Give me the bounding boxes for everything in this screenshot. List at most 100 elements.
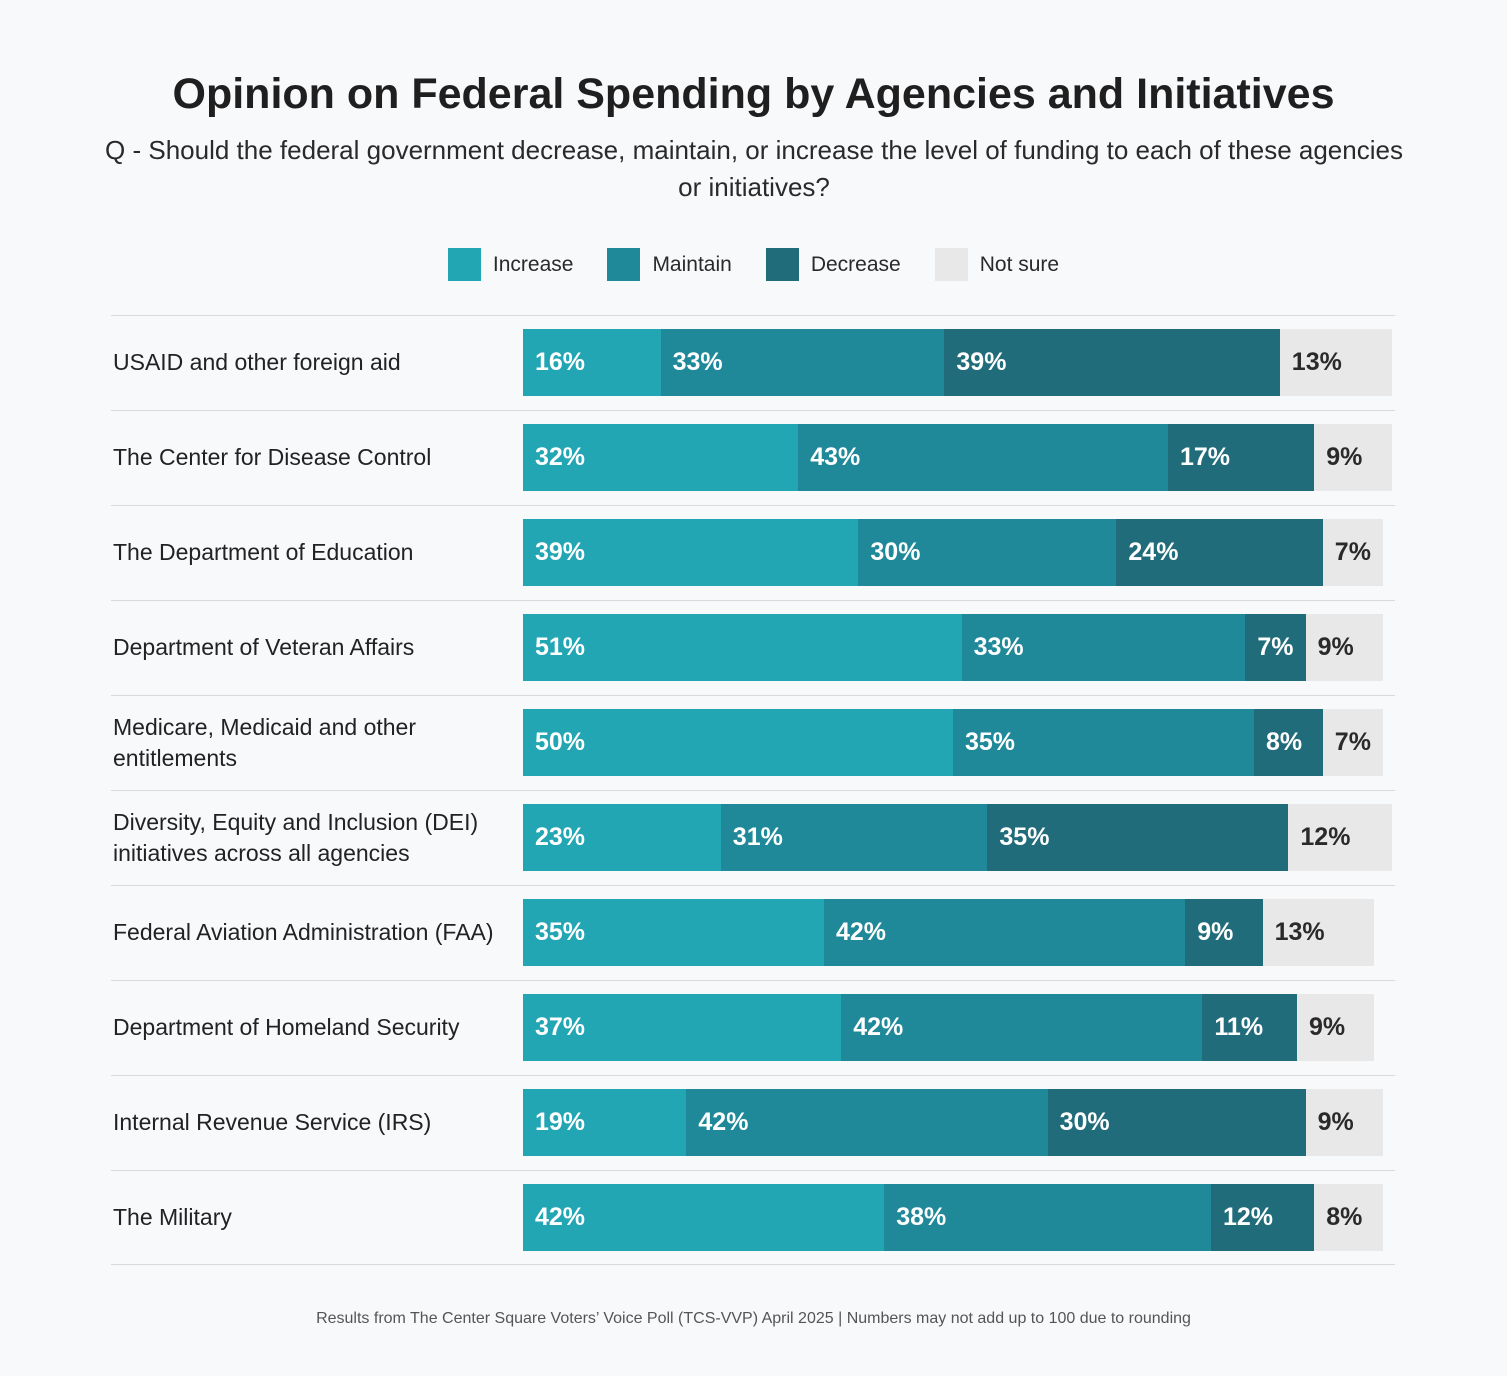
chart-subtitle: Q - Should the federal government decrea…	[105, 135, 1403, 202]
legend-label: Not sure	[979, 252, 1060, 276]
data-label: 11%	[1214, 1013, 1264, 1041]
row-divider	[111, 980, 1395, 981]
bar-segment-not-sure	[1297, 994, 1375, 1061]
bar-segment-increase	[523, 804, 721, 871]
data-label: 7%	[1334, 538, 1371, 566]
data-label: 51%	[535, 633, 586, 661]
bar-segment-not-sure	[1262, 899, 1375, 966]
data-label: 39%	[956, 348, 1007, 376]
data-label: 19%	[535, 1108, 586, 1136]
bar-segment-maintain	[953, 709, 1254, 776]
bar-segment-increase	[523, 424, 799, 491]
bar-segment-not-sure	[1288, 804, 1392, 871]
data-label: 9%	[1317, 1108, 1354, 1136]
data-label: 13%	[1274, 918, 1325, 946]
category-label: The Center for Disease Control	[113, 444, 432, 470]
data-label: 35%	[965, 728, 1016, 756]
category-label: Department of Homeland Security	[113, 1014, 460, 1040]
bar-segment-maintain	[961, 614, 1246, 681]
data-label: 23%	[535, 823, 586, 851]
category-label: The Department of Education	[113, 539, 414, 565]
category-label: Federal Aviation Administration (FAA)	[113, 919, 494, 945]
bar-segment-not-sure	[1322, 709, 1383, 776]
data-label: 50%	[535, 728, 586, 756]
data-label: 9%	[1317, 633, 1354, 661]
bar-segment-not-sure	[1314, 424, 1392, 491]
data-label: 24%	[1128, 538, 1179, 566]
data-label: 37%	[535, 1013, 586, 1041]
bar-segment-maintain	[824, 899, 1186, 966]
bar-segment-increase	[523, 519, 859, 586]
data-label: 32%	[535, 443, 586, 471]
bar-segment-decrease	[1245, 614, 1306, 681]
bar-segment-decrease	[1254, 709, 1323, 776]
category-label: Diversity, Equity and Inclusion (DEI) in…	[113, 808, 479, 866]
row-divider	[111, 410, 1395, 411]
legend-item: Decrease	[765, 248, 901, 281]
footer-note: Results from The Center Square Voters’ V…	[316, 1310, 1191, 1327]
legend-swatch	[607, 248, 641, 281]
data-label: 42%	[535, 1203, 586, 1231]
bar-segment-increase	[523, 1089, 687, 1156]
bar-segment-decrease	[1116, 519, 1323, 586]
legend-swatch	[447, 248, 481, 281]
row-divider	[111, 505, 1395, 506]
row-divider	[111, 1170, 1395, 1171]
data-label: 12%	[1223, 1203, 1274, 1231]
bar-segment-decrease	[1185, 899, 1263, 966]
data-label: 16%	[535, 348, 586, 376]
data-label: 38%	[896, 1203, 947, 1231]
bar-segment-not-sure	[1305, 614, 1383, 681]
legend-label: Maintain	[652, 252, 732, 276]
bar-segment-increase	[523, 899, 824, 966]
bar-segment-maintain	[841, 994, 1203, 1061]
category-label: The Military	[113, 1204, 232, 1230]
data-label: 12%	[1300, 823, 1351, 851]
category-label: USAID and other foreign aid	[113, 349, 401, 375]
data-label: 35%	[999, 823, 1050, 851]
legend-item: Increase	[447, 248, 573, 281]
data-label: 8%	[1326, 1203, 1363, 1231]
legend-swatch	[934, 248, 968, 281]
row-divider	[111, 885, 1395, 886]
data-label: 33%	[672, 348, 723, 376]
row-divider	[111, 600, 1395, 601]
bar-segment-decrease	[1202, 994, 1297, 1061]
data-label: 39%	[535, 538, 586, 566]
data-label: 17%	[1180, 443, 1231, 471]
bar-segment-decrease	[987, 804, 1289, 871]
bar-segment-increase	[523, 329, 661, 396]
data-label: 42%	[836, 918, 887, 946]
data-label: 9%	[1309, 1013, 1346, 1041]
bar-segment-not-sure	[1322, 519, 1383, 586]
bar-segment-maintain	[798, 424, 1168, 491]
row-divider	[111, 1075, 1395, 1076]
bar-segment-decrease	[1211, 1184, 1315, 1251]
data-label: 43%	[810, 443, 861, 471]
bar-segment-maintain	[720, 804, 988, 871]
chart-title: Opinion on Federal Spending by Agencies …	[172, 70, 1335, 118]
data-label: 42%	[698, 1108, 749, 1136]
data-label: 33%	[973, 633, 1024, 661]
bar-segment-increase	[523, 1184, 885, 1251]
data-label: 13%	[1291, 348, 1342, 376]
legend-swatch	[765, 248, 799, 281]
row-divider	[111, 790, 1395, 791]
bar-segment-increase	[523, 709, 953, 776]
data-label: 35%	[535, 918, 586, 946]
row-divider	[111, 1264, 1395, 1265]
legend-label: Decrease	[810, 252, 901, 276]
data-label: 30%	[870, 538, 921, 566]
bar-segment-maintain	[660, 329, 945, 396]
legend-item: Maintain	[607, 248, 732, 281]
legend: Increase Maintain Decrease Not sure	[0, 248, 1507, 281]
bar-segment-maintain	[858, 519, 1117, 586]
bar-segment-decrease	[944, 329, 1280, 396]
bar-segment-not-sure	[1314, 1184, 1383, 1251]
data-label: 9%	[1197, 918, 1234, 946]
row-divider	[111, 695, 1395, 696]
bar-segment-not-sure	[1305, 1089, 1383, 1156]
bar-segment-maintain	[884, 1184, 1211, 1251]
legend-item: Not sure	[934, 248, 1060, 281]
